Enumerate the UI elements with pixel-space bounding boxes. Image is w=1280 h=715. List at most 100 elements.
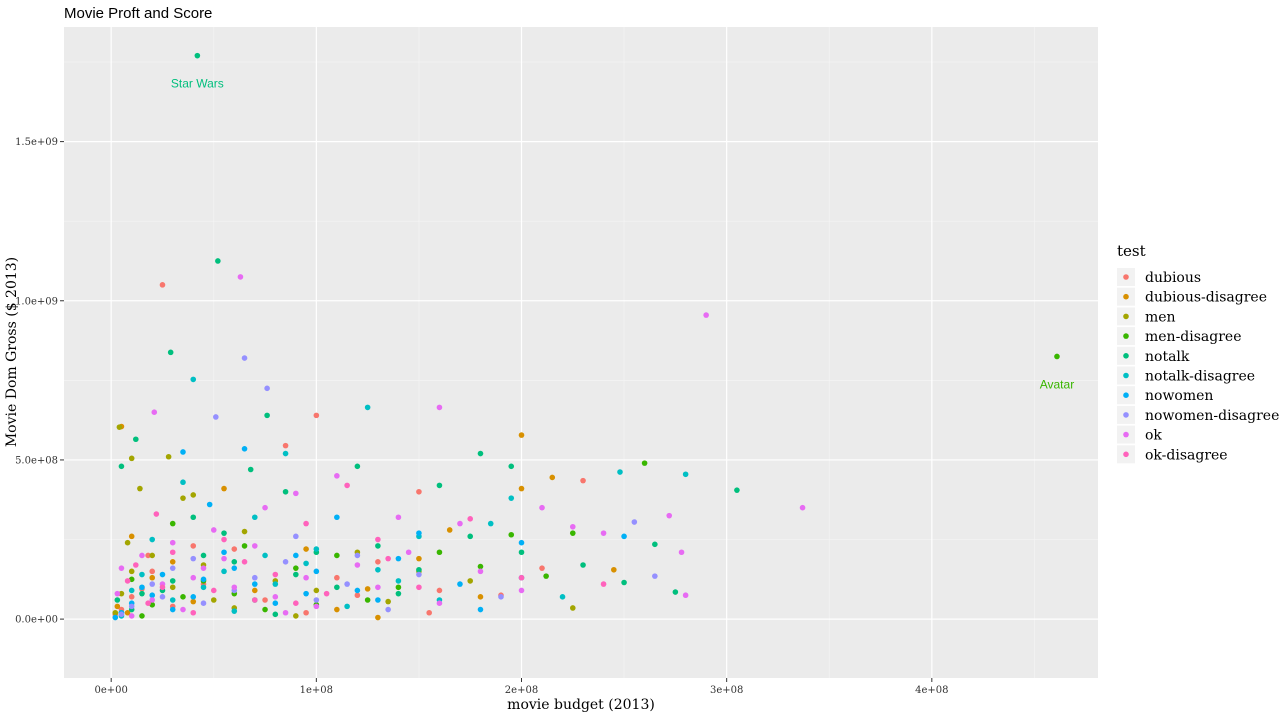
data-point-notalk bbox=[215, 258, 221, 264]
data-point-ok bbox=[139, 552, 145, 559]
data-point-ok bbox=[282, 609, 289, 616]
data-point-dubious-disagree bbox=[611, 566, 617, 573]
data-point-notalk-disagree bbox=[344, 603, 350, 610]
y-axis-title: Movie Dom Gross ($ 2013) bbox=[4, 257, 20, 447]
data-point-ok bbox=[200, 565, 207, 571]
data-point-notalk-disagree bbox=[364, 404, 371, 411]
data-point-nowomen bbox=[180, 449, 186, 455]
data-point-nowomen-disagree bbox=[159, 594, 166, 600]
data-point-men bbox=[149, 552, 156, 559]
data-point-nowomen bbox=[293, 552, 299, 559]
data-point-ok bbox=[666, 512, 673, 519]
data-point-nowomen-disagree bbox=[282, 559, 289, 565]
data-point-dubious-disagree bbox=[251, 587, 258, 594]
data-point-ok bbox=[210, 527, 217, 533]
data-point-nowomen bbox=[457, 581, 463, 587]
data-point-ok bbox=[600, 530, 607, 536]
legend-label: men-disagree bbox=[1145, 329, 1242, 345]
data-point-men bbox=[467, 578, 474, 584]
data-point-men bbox=[128, 568, 135, 575]
data-point-ok-disagree bbox=[518, 574, 525, 581]
data-point-notalk bbox=[118, 463, 125, 470]
data-point-dubious bbox=[580, 477, 586, 484]
data-point-ok bbox=[251, 543, 258, 549]
legend-key-notalk-disagree bbox=[1123, 372, 1129, 379]
legend-key-notalk bbox=[1123, 353, 1129, 359]
data-point-nowomen-disagree bbox=[313, 597, 320, 603]
data-point-notalk-disagree bbox=[617, 469, 623, 475]
data-point-notalk bbox=[167, 349, 174, 356]
x-tick-label: 2e+08 bbox=[505, 685, 538, 696]
data-point-nowomen-disagree bbox=[213, 414, 219, 420]
data-point-nowomen-disagree bbox=[251, 574, 258, 581]
data-point-nowomen bbox=[231, 565, 238, 571]
data-point-ok-disagree bbox=[133, 562, 139, 568]
data-point-dubious-disagree bbox=[477, 594, 484, 600]
data-point-men bbox=[180, 495, 186, 501]
data-point-nowomen bbox=[251, 581, 258, 587]
data-point-nowomen-disagree bbox=[344, 581, 350, 587]
data-point-ok-disagree bbox=[293, 600, 299, 606]
legend-label: men bbox=[1145, 309, 1176, 325]
data-point-dubious-disagree bbox=[364, 586, 371, 592]
data-point-notalk-disagree bbox=[487, 520, 494, 527]
legend-key-nowomen-disagree bbox=[1123, 412, 1129, 418]
data-point-dubious bbox=[539, 565, 545, 571]
data-point-ok-disagree bbox=[375, 536, 381, 543]
data-point-notalk-disagree bbox=[262, 552, 268, 559]
data-point-dubious bbox=[354, 592, 361, 599]
data-point-nowomen-disagree bbox=[385, 606, 391, 613]
legend-title: test bbox=[1117, 242, 1146, 260]
data-point-ok bbox=[272, 594, 279, 600]
data-point-nowomen-disagree bbox=[652, 573, 658, 579]
data-point-nowomen bbox=[272, 600, 279, 606]
legend-label: nowomen-disagree bbox=[1145, 408, 1279, 424]
data-point-ok bbox=[405, 549, 412, 556]
data-point-men-disagree bbox=[180, 594, 186, 600]
data-point-ok bbox=[149, 597, 156, 603]
data-point-ok bbox=[569, 523, 576, 530]
legend-key-men bbox=[1123, 313, 1129, 320]
data-point-dubious bbox=[426, 609, 432, 616]
data-point-dubious bbox=[334, 574, 340, 581]
data-point-nowomen bbox=[303, 590, 309, 597]
data-point-notalk-disagree bbox=[180, 479, 186, 486]
data-point-ok bbox=[118, 565, 125, 571]
x-axis-title: movie budget (2013) bbox=[507, 697, 655, 713]
data-point-men-disagree bbox=[139, 613, 145, 619]
legend-key-nowomen bbox=[1123, 392, 1129, 399]
data-point-ok bbox=[518, 587, 525, 594]
data-point-nowomen bbox=[190, 594, 197, 600]
y-tick-label: 1.0e+09 bbox=[15, 296, 58, 307]
y-axis-ticks: 0.0e+00 5.0e+08 1.0e+09 1.5e+09 bbox=[15, 137, 64, 626]
data-point-ok bbox=[169, 539, 176, 546]
data-point-men bbox=[385, 598, 391, 605]
data-point-nowomen-disagree bbox=[264, 385, 270, 392]
data-point-dubious-disagree bbox=[169, 559, 176, 565]
data-point-notalk-disagree bbox=[282, 450, 289, 457]
data-point-notalk-disagree bbox=[313, 546, 320, 552]
data-point-nowomen-disagree bbox=[128, 603, 135, 610]
data-point-ok-disagree bbox=[153, 511, 160, 517]
plot-panel bbox=[64, 27, 1098, 678]
data-point-men bbox=[124, 539, 131, 546]
data-point-notalk bbox=[231, 559, 238, 565]
data-point-notalk bbox=[194, 52, 201, 59]
data-point-notalk-disagree bbox=[559, 594, 566, 600]
data-point-ok bbox=[221, 555, 227, 562]
data-point-men-disagree bbox=[477, 563, 484, 570]
data-point-ok-disagree bbox=[145, 600, 151, 606]
annotation-label: Star Wars bbox=[171, 76, 224, 90]
legend-key-ok-disagree bbox=[1123, 451, 1129, 458]
data-point-nowomen-disagree bbox=[190, 555, 197, 562]
data-point-notalk bbox=[580, 562, 586, 568]
annotations: Star Wars Avatar bbox=[171, 76, 1074, 391]
data-point-notalk bbox=[272, 611, 279, 618]
data-point-nowomen bbox=[477, 606, 484, 613]
data-point-ok bbox=[375, 584, 381, 591]
data-point-notalk bbox=[652, 541, 658, 548]
data-point-nowomen bbox=[621, 533, 627, 540]
legend-label: ok-disagree bbox=[1145, 447, 1228, 463]
y-tick-label: 1.5e+09 bbox=[15, 137, 58, 148]
data-point-dubious-disagree bbox=[221, 485, 227, 492]
